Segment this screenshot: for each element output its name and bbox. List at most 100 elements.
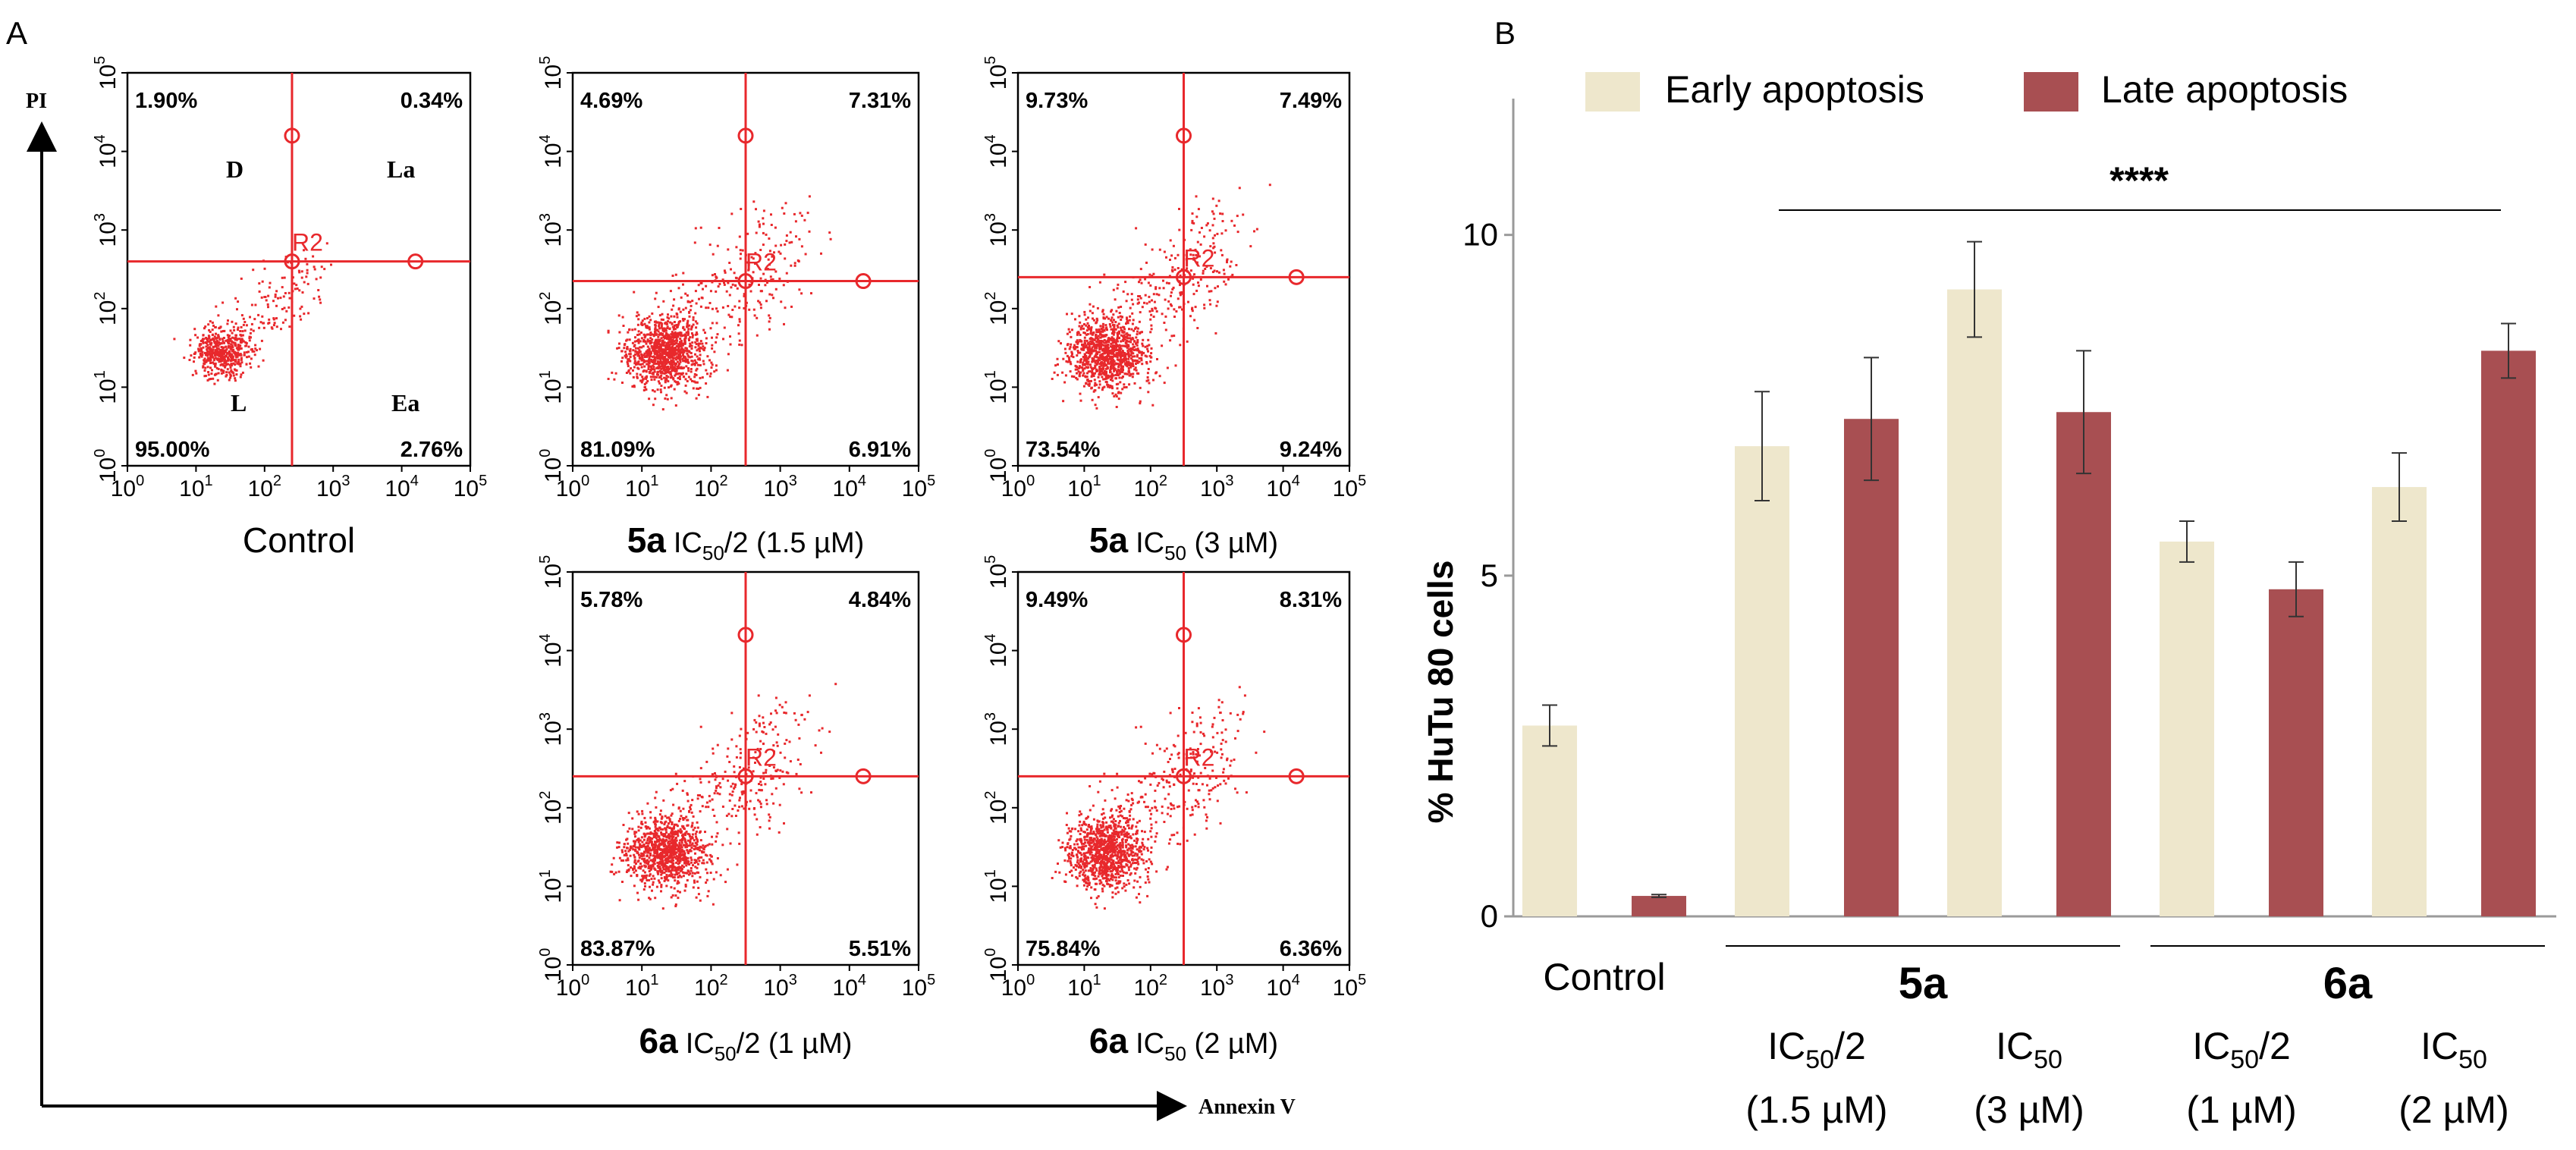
event-dot: [1124, 354, 1127, 357]
event-dot: [1080, 366, 1083, 369]
event-dot: [307, 312, 310, 315]
event-dot: [699, 376, 702, 379]
event-dot: [687, 852, 690, 855]
event-dot: [1110, 359, 1113, 362]
event-dot: [212, 377, 215, 380]
event-dot: [1090, 352, 1093, 355]
event-dot: [677, 853, 680, 856]
event-dot: [663, 865, 666, 868]
event-dot: [653, 862, 656, 866]
event-dot: [686, 850, 690, 853]
event-dot: [1144, 278, 1147, 281]
event-dot: [652, 360, 655, 363]
event-dot: [626, 869, 629, 872]
event-dot: [639, 363, 642, 366]
event-dot: [1214, 287, 1217, 290]
event-dot: [648, 870, 651, 872]
event-dot: [785, 234, 788, 237]
event-dot: [1111, 321, 1114, 324]
event-dot: [1127, 354, 1130, 357]
event-dot: [763, 726, 766, 728]
event-dot: [677, 308, 680, 311]
event-dot: [686, 849, 689, 852]
event-dot: [727, 779, 730, 782]
event-dot: [1090, 387, 1093, 390]
event-dot: [642, 345, 645, 347]
event-dot: [680, 344, 683, 347]
event-dot: [675, 823, 678, 826]
event-dot: [696, 840, 699, 843]
event-dot: [231, 371, 234, 374]
event-dot: [1112, 338, 1115, 341]
event-dot: [1127, 367, 1130, 369]
event-dot: [652, 368, 655, 371]
event-dot: [230, 363, 233, 366]
event-dot: [692, 387, 695, 390]
event-dot: [1136, 344, 1139, 347]
event-dot: [654, 326, 657, 329]
event-dot: [712, 809, 715, 811]
event-dot: [1141, 306, 1144, 309]
event-dot: [794, 718, 797, 721]
event-dot: [686, 872, 689, 875]
percent-lower-left: 73.54%: [1026, 438, 1101, 462]
y-tick-label: 105: [982, 56, 1011, 90]
event-dot: [715, 290, 718, 293]
event-dot: [646, 832, 649, 835]
event-dot: [1113, 350, 1116, 353]
event-dot: [644, 861, 646, 864]
x-tick-label: 102: [248, 473, 282, 501]
event-dot: [637, 839, 640, 842]
event-dot: [814, 744, 817, 747]
event-dot: [667, 320, 669, 323]
event-dot: [752, 271, 755, 274]
event-dot: [1189, 248, 1192, 251]
event-dot: [640, 359, 643, 362]
event-dot: [1100, 328, 1103, 330]
event-dot: [658, 860, 661, 863]
event-dot: [784, 712, 787, 715]
event-dot: [676, 325, 679, 328]
event-dot: [1109, 371, 1112, 374]
event-dot: [1116, 387, 1119, 390]
event-dot: [280, 328, 282, 331]
event-dot: [1100, 340, 1103, 342]
event-dot: [203, 369, 206, 372]
event-dot: [762, 272, 765, 275]
event-dot: [217, 335, 220, 338]
event-dot: [768, 819, 771, 822]
event-dot: [637, 825, 640, 828]
event-dot: [784, 756, 787, 759]
event-dot: [660, 325, 663, 328]
event-dot: [204, 352, 207, 354]
event-dot: [670, 896, 673, 899]
event-dot: [803, 718, 806, 721]
event-dot: [762, 222, 765, 225]
event-dot: [203, 375, 206, 378]
event-dot: [203, 327, 206, 330]
event-dot: [1081, 348, 1084, 351]
event-dot: [1092, 359, 1095, 362]
event-dot: [679, 378, 681, 381]
event-dot: [668, 874, 671, 877]
event-dot: [721, 805, 724, 808]
event-dot: [684, 360, 687, 363]
event-dot: [695, 369, 698, 372]
event-dot: [263, 296, 266, 298]
event-dot: [1152, 316, 1155, 318]
gate-handle-right: [407, 253, 424, 270]
event-dot: [208, 353, 210, 356]
event-dot: [1233, 224, 1236, 227]
event-dot: [664, 328, 667, 331]
event-dot: [716, 244, 719, 247]
event-dot: [702, 844, 705, 847]
event-dot: [686, 319, 690, 322]
event-dot: [650, 841, 653, 844]
event-dot: [1111, 341, 1114, 344]
percent-lower-left: 95.00%: [135, 438, 210, 462]
event-dot: [1112, 367, 1115, 370]
event-dot: [645, 842, 648, 844]
event-dot: [701, 862, 704, 865]
event-dot: [688, 311, 691, 314]
event-dot: [1083, 336, 1086, 339]
